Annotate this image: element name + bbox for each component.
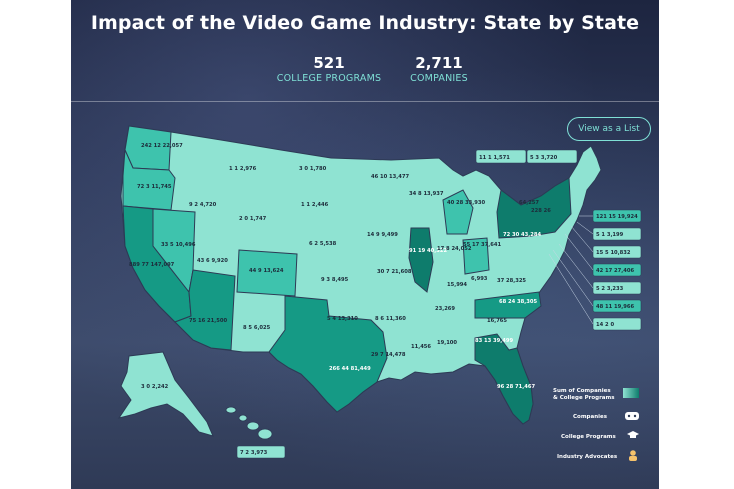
- college-programs-label: COLLEGE PROGRAMS: [276, 73, 382, 84]
- label-mt: 1 1 2,976: [229, 166, 257, 172]
- state-ga-fl[interactable]: [474, 333, 534, 425]
- label-wv: 6,993: [471, 276, 488, 282]
- legend-college: College Programs: [561, 434, 617, 440]
- legend: Sum of Companies & College Programs Comp…: [553, 388, 639, 461]
- label-ak: 3 0 2,242: [141, 384, 169, 390]
- college-programs-stat: 521 COLLEGE PROGRAMS: [259, 54, 399, 84]
- college-programs-value: 521: [313, 54, 345, 72]
- leader-lines: [548, 215, 594, 325]
- legend-sum-line2: & College Programs: [553, 395, 615, 401]
- state-or[interactable]: [122, 149, 176, 211]
- label-ia: 14 9 9,499: [367, 232, 398, 238]
- label-il: 91 19 40,322: [409, 248, 447, 254]
- label-ga: 83 13 39,499: [475, 338, 513, 344]
- label-vt-nh: 228 26: [531, 208, 551, 214]
- box-ma: 121 15 19,924: [596, 214, 638, 220]
- label-nv: 33 5 10,496: [161, 242, 196, 248]
- state-oh[interactable]: [462, 237, 490, 275]
- label-sd: 1 1 2,446: [301, 202, 329, 208]
- callout-stack: 121 15 19,924 5 1 3,199 15 5 10,832 42 1…: [592, 209, 642, 331]
- box-nh: 11 1 1,571: [479, 155, 510, 161]
- label-pa: 72 30 43,284: [503, 232, 541, 238]
- state-nc[interactable]: [474, 291, 542, 319]
- label-in: 17 8 24,052: [437, 246, 472, 252]
- box-vt: 5 3 3,720: [530, 155, 558, 161]
- person-icon: [629, 450, 637, 461]
- label-ut: 43 6 9,920: [197, 258, 228, 264]
- state-mi[interactable]: [442, 189, 474, 235]
- label-sc: 16,765: [487, 318, 507, 324]
- box-ri: 5 1 3,199: [596, 232, 624, 238]
- legend-advocates: Industry Advocates: [557, 454, 618, 460]
- state-ak[interactable]: [117, 351, 214, 437]
- label-oh: 55 17 37,641: [463, 242, 501, 248]
- label-ks: 9 3 8,495: [321, 277, 349, 283]
- state-co[interactable]: [236, 249, 298, 297]
- legend-sum-line1: Sum of Companies: [553, 388, 611, 394]
- label-nd: 3 0 1,780: [299, 166, 327, 172]
- label-wi: 34 8 13,937: [409, 191, 444, 197]
- label-id: 9 2 4,720: [189, 202, 217, 208]
- label-ar: 8 6 11,360: [375, 316, 406, 322]
- box-md: 48 11 19,966: [596, 304, 634, 310]
- legend-companies: Companies: [573, 414, 608, 420]
- label-mo: 30 7 21,608: [377, 269, 412, 275]
- box-ct: 15 5 10,832: [596, 250, 631, 256]
- label-fl: 96 28 71,467: [497, 384, 535, 390]
- label-ms: 11,456: [411, 344, 431, 350]
- label-co: 44 9 13,624: [249, 268, 284, 274]
- label-nc: 68 24 38,305: [499, 299, 537, 305]
- us-map: 242 12 22,057 72 3 11,745 889 77 147,097…: [117, 125, 642, 461]
- label-mi: 40 28 33,930: [447, 200, 485, 206]
- label-hi: 7 2 3,973: [240, 450, 268, 456]
- box-de: 5 2 3,233: [596, 286, 624, 292]
- state-hi[interactable]: [225, 406, 273, 440]
- label-wa: 242 12 22,057: [141, 143, 183, 149]
- gamepad-icon: [625, 412, 639, 420]
- graduation-cap-icon: [627, 431, 639, 438]
- label-tn: 23,269: [435, 306, 455, 312]
- label-ny: 64,257: [519, 200, 539, 206]
- state-tx[interactable]: [268, 295, 388, 413]
- northeast-callouts: 11 1 1,571 5 3 3,720 121 15 19,924 5 1 3…: [475, 149, 642, 331]
- state-labels: 242 12 22,057 72 3 11,745 889 77 147,097…: [129, 143, 578, 390]
- map-panel: Impact of the Video Game Industry: State…: [71, 0, 659, 489]
- box-dc: 14 2 0: [596, 322, 614, 328]
- view-as-list-button[interactable]: View as a List: [567, 117, 651, 141]
- companies-stat: 2,711 COMPANIES: [389, 54, 489, 84]
- label-ca: 889 77 147,097: [129, 262, 175, 268]
- label-la: 29 7 14,478: [371, 352, 406, 358]
- companies-label: COMPANIES: [410, 73, 468, 84]
- label-ky: 15,994: [447, 282, 467, 288]
- label-va: 37 28,325: [497, 278, 526, 284]
- companies-value: 2,711: [415, 54, 463, 72]
- state-az[interactable]: [174, 269, 236, 351]
- state-ny-pa[interactable]: [496, 177, 572, 239]
- label-ok: 5 4 13,310: [327, 316, 358, 322]
- label-nm: 8 5 6,025: [243, 325, 271, 331]
- label-al: 19,100: [437, 340, 457, 346]
- state-il[interactable]: [408, 227, 434, 293]
- label-tx: 266 44 81,449: [329, 366, 371, 372]
- box-nj: 42 17 27,406: [596, 268, 634, 274]
- label-ne: 6 2 5,538: [309, 241, 337, 247]
- legend-gradient-swatch: [623, 388, 639, 398]
- header-divider: [71, 101, 659, 102]
- page-title: Impact of the Video Game Industry: State…: [90, 12, 640, 34]
- label-az: 75 16 21,500: [189, 318, 227, 324]
- label-wy: 2 0 1,747: [239, 216, 267, 222]
- label-mn: 46 10 13,477: [371, 174, 409, 180]
- label-or: 72 3 11,745: [137, 184, 172, 190]
